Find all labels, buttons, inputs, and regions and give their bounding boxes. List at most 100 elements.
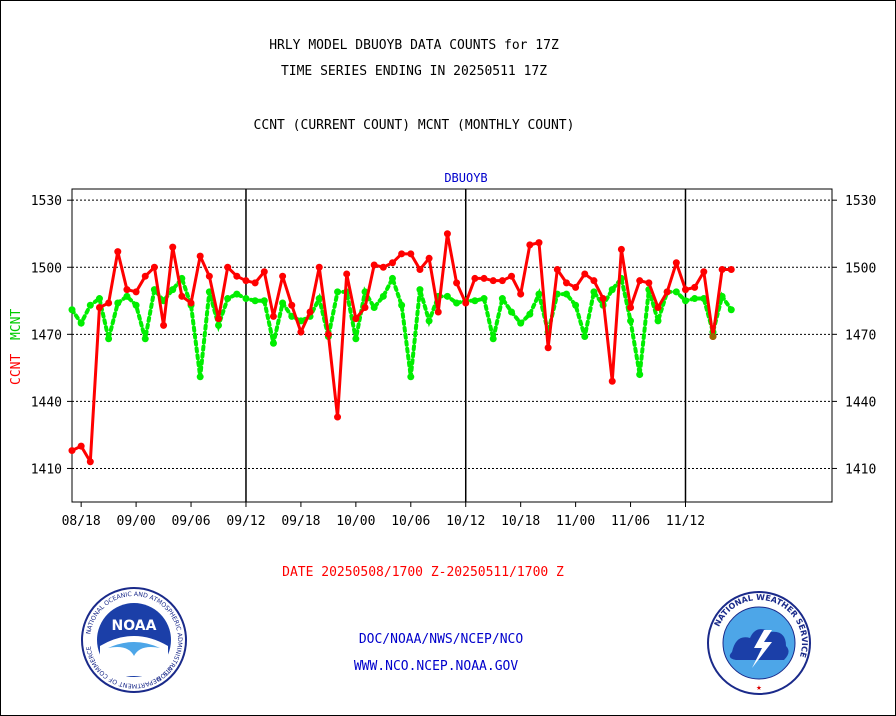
ccnt-point (553, 265, 561, 273)
ccnt-point (123, 286, 131, 294)
x-tick-label: 10/00 (336, 514, 375, 529)
y-tick-label-right: 1410 (845, 462, 876, 477)
x-tick-label: 09/06 (171, 514, 210, 529)
noaa-center-text: NOAA (112, 618, 157, 634)
y-tick-label-right: 1530 (845, 194, 876, 209)
ccnt-point (269, 312, 277, 320)
ccnt-point (636, 277, 644, 285)
ccnt-point (132, 288, 140, 296)
mcnt-point (132, 301, 140, 309)
nws-logo: NATIONAL WEATHER SERVICE ★ (707, 591, 811, 695)
noaa-logo: NOAA NATIONAL OCEANIC AND ATMOSPHERIC AD… (81, 587, 187, 693)
ccnt-point (562, 279, 570, 287)
ccnt-point (727, 265, 735, 273)
ccnt-point (297, 328, 305, 336)
x-tick-label: 11/06 (611, 514, 650, 529)
mcnt-point (114, 299, 122, 307)
lightning-icon (752, 630, 772, 668)
mcnt-point (141, 335, 149, 343)
overlap-point (709, 333, 717, 341)
ccnt-point (160, 321, 168, 329)
mcnt-point (86, 301, 94, 309)
x-tick-label: 09/12 (226, 514, 265, 529)
ccnt-point (306, 308, 314, 316)
ccnt-point (453, 279, 461, 287)
mcnt-point (517, 319, 525, 327)
ccnt-point (279, 272, 287, 280)
ccnt-point (599, 295, 607, 303)
mcnt-point (608, 286, 616, 294)
ccnt-point (535, 239, 543, 247)
ccnt-point (398, 250, 406, 258)
ccnt-point (672, 259, 680, 267)
ccnt-point (324, 330, 332, 338)
y-tick-label: 1500 (31, 261, 62, 276)
ccnt-point (572, 283, 580, 291)
mcnt-point (654, 317, 662, 325)
ccnt-point (526, 241, 534, 249)
mcnt-point (370, 303, 378, 311)
mcnt-point (508, 308, 516, 316)
mcnt-point (498, 295, 506, 303)
ccnt-point (334, 413, 342, 421)
ccnt-point (196, 252, 204, 260)
y-tick-label: 1410 (31, 462, 62, 477)
ccnt-point (150, 263, 158, 271)
ccnt-point (544, 344, 552, 352)
ccnt-point (370, 261, 378, 269)
ccnt-point (489, 277, 497, 285)
mcnt-point (398, 301, 406, 309)
mcnt-point (105, 335, 113, 343)
mcnt-point (535, 290, 543, 298)
mcnt-point (627, 317, 635, 325)
mcnt-point (279, 299, 287, 307)
ccnt-point (581, 270, 589, 278)
y-tick-label: 1440 (31, 395, 62, 410)
ccnt-point (169, 243, 177, 251)
ccnt-point (379, 263, 387, 271)
x-tick-label: 10/06 (391, 514, 430, 529)
ccnt-point (443, 230, 451, 238)
mcnt-point (95, 295, 103, 303)
mcnt-point (416, 286, 424, 294)
x-tick-label: 10/12 (446, 514, 485, 529)
mcnt-point (526, 310, 534, 318)
chart-title: DBUOYB (444, 171, 487, 185)
ccnt-point (114, 248, 122, 256)
x-tick-label: 11/12 (666, 514, 705, 529)
header-line-1: HRLY MODEL DBUOYB DATA COUNTS for 17Z (269, 38, 559, 53)
ccnt-point (462, 299, 470, 307)
mcnt-point (352, 335, 360, 343)
ccnt-point (700, 268, 708, 276)
y-tick-label-right: 1500 (845, 261, 876, 276)
mcnt-point (169, 286, 177, 294)
ccnt-point (352, 315, 360, 323)
header-line-2: TIME SERIES ENDING IN 20250511 17Z (280, 64, 548, 79)
ccnt-point (315, 263, 323, 271)
mcnt-point (562, 290, 570, 298)
mcnt-point (425, 317, 433, 325)
ccnt-point (617, 245, 625, 253)
ccnt-point (105, 299, 113, 307)
mcnt-point (700, 295, 708, 303)
ccnt-point (416, 265, 424, 273)
ccnt-point (205, 272, 213, 280)
y-tick-label-right: 1470 (845, 328, 876, 343)
mcnt-point (443, 292, 451, 300)
ccnt-point (68, 447, 76, 455)
mcnt-point (453, 299, 461, 307)
mcnt-point (590, 288, 598, 296)
ccnt-point (260, 268, 268, 276)
x-tick-label: 09/00 (117, 514, 156, 529)
mcnt-point (489, 335, 497, 343)
mcnt-point (215, 321, 223, 329)
footer-line-2: WWW.NCO.NCEP.NOAA.GOV (353, 659, 519, 674)
ccnt-point (224, 263, 232, 271)
ccnt-point (251, 279, 259, 287)
ccnt-point (187, 299, 195, 307)
mcnt-point (572, 301, 580, 309)
ccnt-point (288, 301, 296, 309)
mcnt-point (123, 292, 131, 300)
ccnt-point (233, 272, 241, 280)
